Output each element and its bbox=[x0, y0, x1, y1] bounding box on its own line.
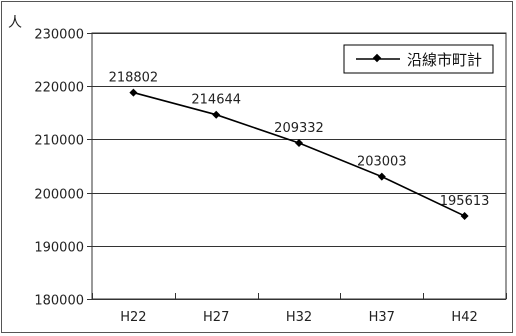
y-axis-ticks: 180000 190000 200000 210000 220000 230000 bbox=[34, 28, 92, 309]
x-tick-label: H22 bbox=[120, 310, 146, 325]
legend-marker bbox=[372, 53, 382, 63]
y-tick-label: 190000 bbox=[34, 241, 84, 256]
series-path bbox=[133, 91, 465, 217]
x-tick-label: H27 bbox=[203, 310, 229, 325]
data-label: 214644 bbox=[191, 93, 241, 108]
y-tick-label: 220000 bbox=[34, 81, 84, 96]
gridlines bbox=[91, 32, 507, 300]
legend: 沿線市町計 bbox=[343, 44, 494, 74]
x-tick-label: H37 bbox=[369, 310, 395, 325]
data-label: 218802 bbox=[109, 71, 159, 86]
data-labels: 218802 214644 209332 203003 195613 bbox=[109, 71, 490, 209]
data-point bbox=[295, 138, 303, 147]
legend-label: 沿線市町計 bbox=[407, 51, 482, 69]
data-label: 195613 bbox=[440, 194, 490, 209]
data-point bbox=[129, 88, 138, 97]
data-point bbox=[377, 172, 386, 181]
data-label: 203003 bbox=[357, 155, 407, 170]
x-tick-label: H32 bbox=[286, 310, 312, 325]
y-tick-label: 180000 bbox=[34, 294, 84, 309]
y-tick-label: 230000 bbox=[34, 28, 84, 43]
series-line bbox=[129, 88, 469, 220]
x-tick-label: H42 bbox=[451, 310, 477, 325]
y-tick-label: 200000 bbox=[34, 188, 84, 203]
y-tick-label: 210000 bbox=[34, 134, 84, 149]
x-axis-ticks: H22 H27 H32 H37 H42 bbox=[92, 293, 507, 325]
data-label: 209332 bbox=[274, 121, 324, 136]
data-point bbox=[460, 211, 469, 220]
data-point bbox=[212, 110, 221, 119]
unit-label: 人 bbox=[8, 15, 22, 31]
